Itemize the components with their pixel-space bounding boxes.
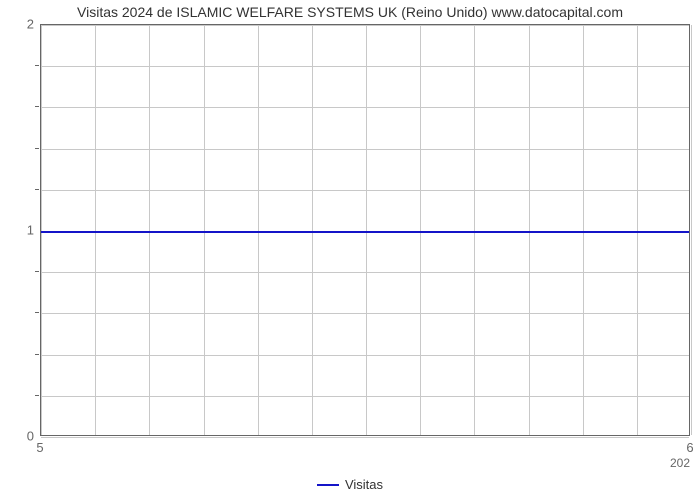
x-sub-label: 202	[670, 456, 690, 470]
y-minor-tick	[35, 65, 39, 66]
grid-line-horizontal	[41, 313, 689, 314]
grid-line-vertical	[583, 25, 584, 435]
grid-line-horizontal	[41, 437, 689, 438]
series-line	[41, 231, 689, 233]
chart-title: Visitas 2024 de ISLAMIC WELFARE SYSTEMS …	[0, 4, 700, 20]
grid-line-horizontal	[41, 355, 689, 356]
grid-line-vertical	[420, 25, 421, 435]
grid-line-horizontal	[41, 272, 689, 273]
y-tick-label: 2	[14, 17, 34, 32]
grid-line-vertical	[691, 25, 692, 435]
y-minor-tick	[35, 148, 39, 149]
grid-line-horizontal	[41, 149, 689, 150]
grid-line-vertical	[258, 25, 259, 435]
grid-line-vertical	[529, 25, 530, 435]
grid-line-vertical	[41, 25, 42, 435]
y-minor-tick	[35, 395, 39, 396]
grid-line-horizontal	[41, 107, 689, 108]
grid-line-vertical	[312, 25, 313, 435]
plot-area	[40, 24, 690, 436]
y-minor-tick	[35, 354, 39, 355]
grid-line-vertical	[95, 25, 96, 435]
y-minor-tick	[35, 312, 39, 313]
legend-label: Visitas	[345, 477, 383, 492]
chart-container: Visitas 2024 de ISLAMIC WELFARE SYSTEMS …	[0, 0, 700, 500]
grid-line-vertical	[204, 25, 205, 435]
y-tick-label: 0	[14, 429, 34, 444]
grid-line-horizontal	[41, 25, 689, 26]
y-minor-tick	[35, 189, 39, 190]
x-tick-label: 6	[686, 440, 693, 455]
grid-line-horizontal	[41, 396, 689, 397]
x-tick-label: 5	[36, 440, 43, 455]
y-minor-tick	[35, 271, 39, 272]
grid-line-vertical	[366, 25, 367, 435]
legend: Visitas	[0, 476, 700, 492]
grid-line-horizontal	[41, 190, 689, 191]
grid-line-horizontal	[41, 66, 689, 67]
grid-line-vertical	[637, 25, 638, 435]
grid-line-vertical	[474, 25, 475, 435]
legend-swatch	[317, 484, 339, 486]
y-tick-label: 1	[14, 223, 34, 238]
y-minor-tick	[35, 106, 39, 107]
grid-line-vertical	[149, 25, 150, 435]
